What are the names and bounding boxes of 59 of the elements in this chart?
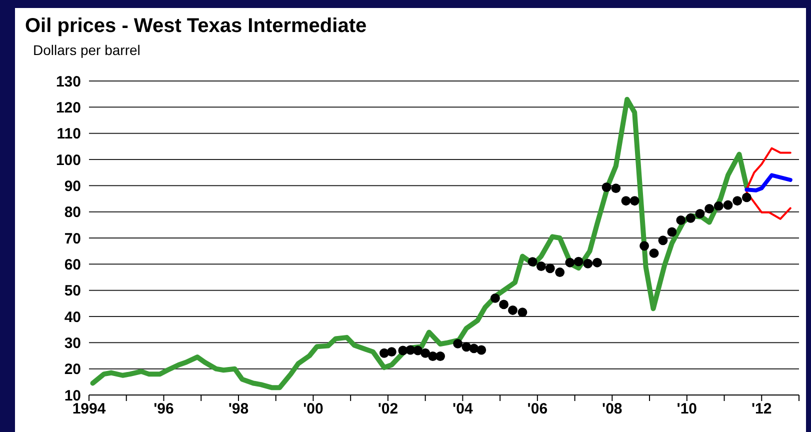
y-tick-label: 130 — [56, 73, 81, 90]
point — [420, 348, 430, 358]
point — [508, 306, 518, 315]
x-tick-label: '98 — [228, 400, 249, 418]
y-tick-label: 60 — [64, 256, 81, 274]
point — [583, 258, 593, 268]
y-tick-label: 90 — [64, 178, 81, 195]
point — [649, 248, 659, 258]
point — [555, 268, 565, 277]
point — [528, 257, 538, 267]
point — [667, 227, 677, 237]
y-tick-label: 40 — [64, 308, 81, 326]
y-tick-label: 30 — [64, 334, 81, 352]
y-tick-label: 80 — [64, 204, 81, 222]
point — [695, 208, 705, 218]
point — [714, 201, 724, 211]
point — [676, 215, 686, 225]
point — [611, 184, 621, 193]
point — [565, 258, 575, 268]
point — [413, 346, 423, 356]
x-tick-label: '04 — [452, 400, 474, 418]
y-tick-label: 110 — [56, 126, 81, 143]
point — [536, 262, 546, 271]
point — [658, 236, 668, 246]
point — [630, 196, 640, 206]
point — [499, 300, 509, 310]
chart-title: Oil prices - West Texas Intermediate — [25, 15, 367, 38]
point — [742, 192, 752, 202]
point — [704, 204, 714, 214]
point — [602, 182, 612, 192]
point — [379, 348, 389, 358]
point — [640, 241, 650, 251]
line-series — [744, 173, 792, 192]
point — [545, 264, 555, 274]
y-tick-label: 100 — [56, 152, 81, 169]
point — [518, 308, 528, 318]
point — [686, 213, 696, 223]
x-tick-label: '00 — [303, 400, 324, 418]
point — [732, 196, 742, 206]
x-tick-label: '08 — [602, 400, 622, 418]
point — [436, 352, 445, 361]
x-tick-label: '06 — [527, 400, 548, 418]
x-tick-label: '96 — [154, 400, 174, 418]
point — [621, 196, 631, 206]
x-tick-label: '12 — [752, 400, 772, 418]
point — [723, 200, 733, 210]
point — [490, 293, 500, 303]
y-tick-label: 120 — [56, 99, 81, 116]
point — [386, 347, 396, 357]
y-tick-label: 20 — [64, 361, 81, 378]
y-tick-label: 70 — [64, 230, 81, 248]
point — [476, 345, 486, 355]
point — [574, 256, 584, 266]
point — [453, 339, 463, 348]
y-tick-label: 50 — [64, 282, 81, 300]
point — [592, 258, 602, 268]
x-tick-label: '02 — [378, 400, 398, 418]
y-axis-title: Dollars per barrel — [33, 42, 140, 58]
x-tick-label: '10 — [676, 400, 698, 418]
